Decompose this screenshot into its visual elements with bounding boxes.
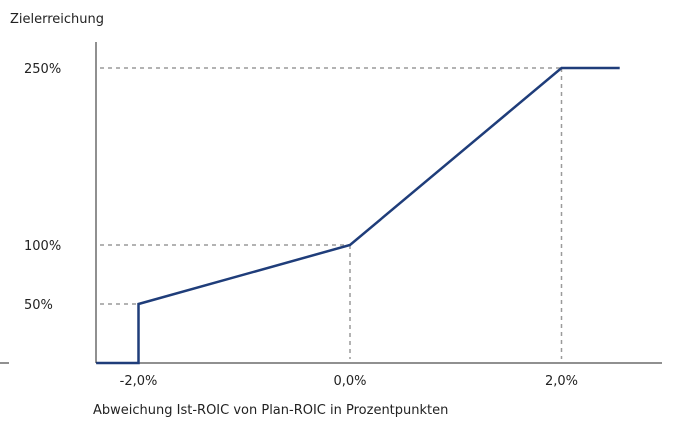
y-tick-labels: 50% 100% 250% <box>24 62 61 313</box>
reference-lines <box>100 67 563 359</box>
y-tick-label: 250% <box>24 62 61 77</box>
x-tick-labels: -2,0% 0,0% 2,0% <box>120 374 578 389</box>
y-tick-label: 50% <box>24 298 53 313</box>
y-axis-label: Zielerreichung <box>10 12 104 27</box>
series-line <box>96 66 620 365</box>
y-tick-label: 100% <box>24 239 61 254</box>
x-tick-label: 2,0% <box>545 374 578 389</box>
x-tick-label: -2,0% <box>120 374 158 389</box>
x-tick-label: 0,0% <box>333 374 366 389</box>
x-axis-label: Abweichung Ist-ROIC von Plan-ROIC in Pro… <box>93 403 448 418</box>
